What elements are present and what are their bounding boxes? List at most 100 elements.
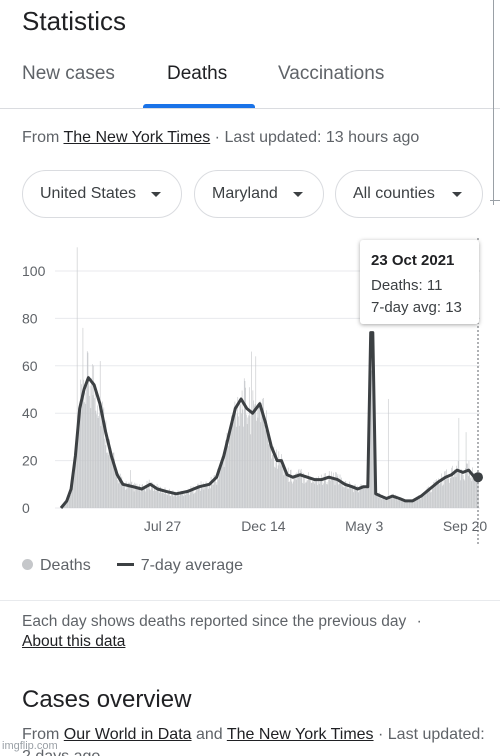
nyt-link[interactable]: The New York Times	[226, 726, 374, 743]
death-bar	[230, 415, 232, 508]
death-bar	[233, 406, 235, 508]
death-bar	[152, 482, 154, 508]
death-bar	[175, 492, 177, 508]
death-bar	[422, 494, 424, 508]
tab-vaccinations[interactable]: Vaccinations	[278, 63, 385, 84]
death-bar	[464, 480, 465, 508]
death-bar	[247, 417, 249, 508]
death-bar	[276, 449, 277, 508]
death-bar	[150, 490, 151, 508]
death-bar	[205, 484, 206, 508]
death-bar	[326, 481, 328, 508]
hover-point	[473, 472, 483, 483]
death-bar	[217, 468, 218, 508]
death-bar	[179, 495, 180, 508]
death-bar	[473, 473, 475, 508]
death-bar	[98, 415, 100, 508]
death-bar	[206, 485, 208, 508]
death-bar	[272, 451, 274, 508]
death-bar	[343, 486, 344, 508]
death-bar	[199, 487, 200, 508]
death-bar	[457, 461, 459, 508]
death-bar	[65, 502, 66, 508]
death-bar	[115, 476, 117, 508]
data-source-line: From The New York Times · Last updated: …	[22, 129, 419, 147]
death-bar	[192, 487, 193, 508]
death-bar	[437, 482, 439, 508]
death-bar	[342, 486, 344, 508]
death-bar	[103, 407, 105, 508]
death-bar	[352, 486, 354, 508]
death-bar	[376, 495, 378, 508]
death-bar	[456, 465, 458, 508]
death-bar	[68, 499, 69, 508]
state-dropdown[interactable]: Maryland	[194, 170, 324, 218]
death-bar	[346, 486, 347, 508]
death-bar	[105, 420, 107, 508]
death-bar	[133, 491, 135, 508]
tab-deaths[interactable]: Deaths	[167, 63, 228, 84]
deaths-chart[interactable]: 0 20 40 60 80 100 Jul 27 Dec 14 May 3 Sep 20	[0, 238, 500, 558]
death-bar	[443, 484, 445, 508]
death-bar	[413, 502, 414, 508]
death-bar	[71, 484, 73, 508]
death-bar	[85, 403, 87, 508]
death-bar	[346, 485, 348, 508]
death-bar	[121, 476, 123, 508]
death-bar	[424, 495, 426, 508]
death-bar	[180, 491, 182, 508]
death-bar	[300, 468, 302, 508]
country-dropdown[interactable]: United States	[22, 170, 182, 218]
death-bar	[159, 486, 161, 508]
death-bar	[181, 492, 183, 508]
death-bar	[290, 470, 291, 508]
death-bar	[190, 486, 192, 508]
death-bar	[94, 386, 96, 508]
death-bar	[228, 431, 230, 508]
death-bar	[125, 481, 127, 508]
death-bar	[367, 484, 368, 508]
death-bar	[401, 500, 403, 508]
death-bar	[419, 495, 421, 508]
death-bar	[76, 446, 77, 508]
death-bar	[327, 484, 329, 508]
death-bar	[102, 409, 104, 508]
death-bar	[462, 470, 463, 508]
death-bar	[292, 483, 293, 508]
death-bar	[319, 481, 321, 508]
death-bar	[454, 469, 456, 508]
death-bar	[241, 413, 242, 508]
death-bar	[361, 484, 362, 508]
owid-link[interactable]: Our World in Data	[63, 726, 192, 743]
death-bar	[99, 361, 101, 508]
death-bar	[81, 384, 82, 508]
death-bar	[338, 484, 339, 508]
death-bar	[408, 502, 409, 508]
death-bar	[261, 405, 262, 508]
death-bar	[257, 417, 259, 508]
death-bar	[306, 480, 308, 508]
death-bar	[166, 495, 168, 508]
death-bar	[124, 483, 125, 508]
death-bar	[280, 465, 282, 508]
death-bar	[467, 463, 468, 508]
death-bar	[281, 454, 282, 508]
death-bar	[268, 444, 270, 508]
death-bar	[243, 378, 245, 508]
death-bar	[112, 452, 114, 508]
death-bar	[398, 499, 400, 508]
source-link-nyt[interactable]: The New York Times	[63, 129, 211, 146]
tab-new-cases[interactable]: New cases	[22, 63, 115, 84]
death-bar	[232, 414, 234, 508]
death-bar	[420, 499, 421, 508]
death-bar	[335, 472, 337, 508]
death-bar	[408, 500, 410, 508]
death-bar	[245, 387, 246, 508]
death-bar	[104, 438, 105, 508]
death-bar	[173, 496, 174, 508]
about-this-data-link[interactable]: About this data	[22, 633, 126, 650]
death-bar	[140, 491, 141, 508]
death-bar	[193, 493, 195, 508]
death-bar	[110, 448, 112, 508]
county-dropdown[interactable]: All counties	[335, 170, 483, 218]
